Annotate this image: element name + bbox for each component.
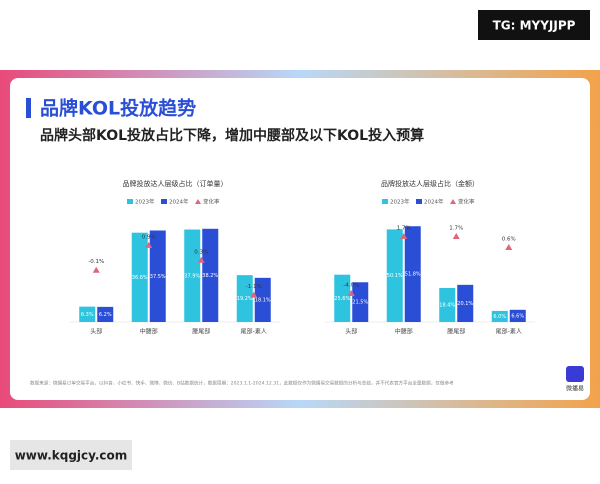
bar-label: 51.8% [405, 272, 421, 278]
bar-label: 6.3% [81, 312, 94, 318]
legend-label: 2023年 [135, 198, 155, 206]
legend-swatch [416, 199, 422, 204]
change-label: 0.9% [142, 234, 156, 240]
change-label: 0.3% [194, 249, 208, 255]
site-box [10, 440, 132, 470]
title-bar [26, 98, 31, 118]
x-tick-label: 尾部-素人 [241, 328, 267, 336]
bar [491, 310, 508, 322]
change-marker [400, 233, 408, 239]
bar [352, 282, 369, 322]
x-tick-label: 中腰部 [395, 328, 413, 336]
bar [404, 226, 421, 322]
bar [386, 229, 403, 322]
bar-label: 6.6% [511, 313, 524, 319]
legend-label: 2024年 [169, 198, 189, 206]
legend-swatch [161, 199, 167, 204]
x-tick-label: 中腰部 [140, 328, 158, 336]
x-tick-label: 头部 [345, 328, 357, 336]
bar [202, 228, 219, 322]
logo-icon [566, 366, 584, 382]
bar [97, 306, 114, 322]
bar-label: 38.2% [202, 273, 218, 279]
legend-swatch [382, 199, 388, 204]
change-marker [197, 256, 205, 263]
change-label: 1.7% [449, 226, 463, 232]
x-tick-label: 尾部-素人 [496, 328, 522, 336]
x-tick-label: 头部 [90, 328, 102, 336]
bar [149, 230, 166, 322]
bar [184, 229, 201, 322]
bar [79, 306, 96, 322]
bar-label: 21.5% [352, 300, 368, 306]
x-tick-label: 腰尾部 [447, 328, 465, 336]
bar-label: 37.9% [184, 273, 200, 279]
legend-label: 2024年 [424, 198, 444, 206]
chart-title: 品牌投放达人层级占比（金额） [381, 179, 479, 188]
bar [457, 284, 474, 322]
bar-label: 19.2% [237, 296, 253, 302]
site: www.kqgjcy.com [15, 449, 128, 463]
legend-label: 2023年 [390, 198, 410, 206]
legend-swatch [195, 199, 201, 204]
change-label: 0.6% [502, 237, 516, 243]
bar-label: 18.4% [439, 302, 455, 308]
chart-title: 品牌投放达人层级占比（订单量） [123, 179, 228, 188]
change-marker [452, 233, 460, 239]
subtitle: 品牌头部KOL投放占比下降，增加中腰部及以下KOL投入预算 [40, 127, 424, 144]
change-label: -0.1% [88, 259, 104, 265]
logo: 微播易 [566, 385, 584, 393]
bar-label: 25.6% [334, 296, 350, 302]
bar-label: 20.1% [457, 301, 473, 307]
change-label: -1.1% [246, 284, 262, 290]
legend-swatch [127, 199, 133, 204]
bar-label: 6.2% [99, 312, 112, 318]
legend-label: 变化率 [458, 198, 475, 206]
bar [334, 274, 351, 322]
legend-label: 变化率 [203, 198, 220, 206]
bar [236, 275, 253, 322]
badge: TG: MYYJJPP [493, 19, 576, 33]
change-marker [145, 241, 153, 248]
title: 品牌KOL投放趋势 [40, 97, 196, 120]
badge-box [478, 10, 590, 40]
source: 数据来源：微播易订单交易平台，以抖音、小红书、快手、微博、微信、B站数据统计，数… [30, 380, 454, 387]
change-marker [505, 244, 513, 250]
change-label: -4.0% [343, 283, 359, 289]
bar-label: 18.1% [255, 297, 271, 303]
change-label: 1.7% [397, 226, 411, 232]
change-marker [250, 291, 258, 298]
change-marker [92, 266, 100, 273]
bar [509, 309, 526, 322]
bar-label: 36.6% [132, 275, 148, 281]
legend-swatch [450, 199, 456, 204]
bar [131, 232, 148, 322]
bar-label: 6.0% [493, 314, 506, 320]
bar [254, 277, 271, 322]
bar-label: 50.1% [387, 273, 403, 279]
bar [439, 287, 456, 322]
change-marker [347, 290, 355, 296]
bar-label: 37.5% [150, 274, 166, 280]
x-tick-label: 腰尾部 [192, 328, 210, 336]
